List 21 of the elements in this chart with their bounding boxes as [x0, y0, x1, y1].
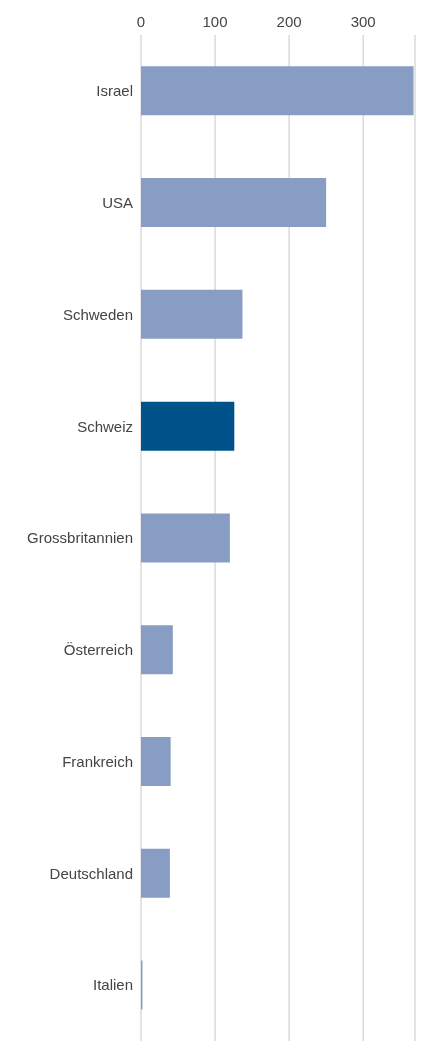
bar [141, 401, 235, 451]
x-tick-label: 100 [202, 13, 228, 30]
y-tick-label: Österreich [63, 641, 133, 659]
y-tick-label: Deutschland [49, 864, 133, 882]
y-tick-label: Italien [92, 976, 133, 994]
bar [141, 178, 327, 228]
bar [141, 848, 170, 898]
x-tick-label: 300 [350, 13, 376, 30]
x-tick-label: 0 [136, 13, 146, 30]
y-tick-label: Schweiz [77, 417, 133, 435]
y-tick-label: Israel [96, 82, 133, 100]
bar [141, 289, 243, 339]
bar [141, 513, 230, 563]
y-tick-label: USA [102, 193, 133, 211]
bar [141, 66, 414, 116]
bar [141, 736, 171, 786]
bar [141, 625, 173, 675]
y-tick-label: Schweden [62, 305, 133, 323]
y-tick-label: Grossbritannien [27, 529, 133, 547]
x-tick-label: 200 [276, 13, 302, 30]
y-tick-label: Frankreich [62, 752, 133, 770]
